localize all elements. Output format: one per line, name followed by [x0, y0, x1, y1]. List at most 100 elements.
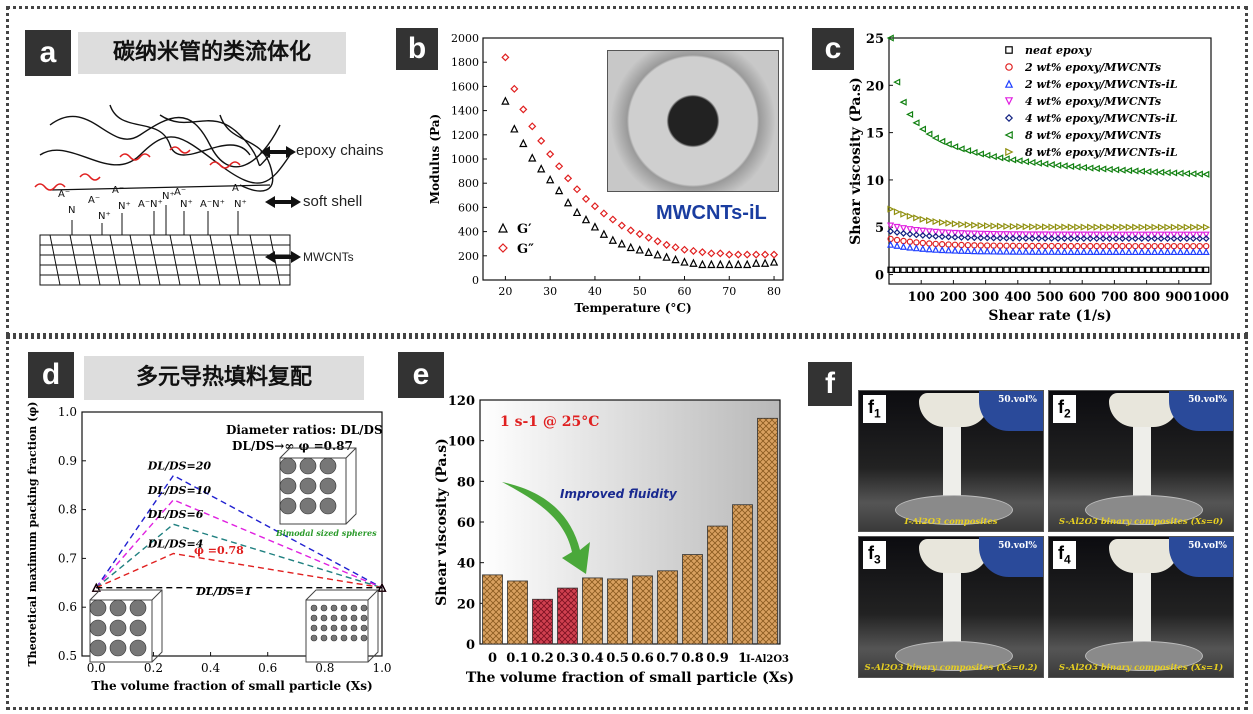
y-tick-label: 0.9 — [58, 454, 77, 468]
svg-text:A⁻: A⁻ — [174, 187, 186, 198]
data-point — [1099, 223, 1108, 231]
data-point — [760, 258, 770, 267]
data-point — [1196, 223, 1204, 231]
data-point — [1035, 234, 1043, 242]
data-point — [932, 228, 940, 236]
data-point — [537, 136, 546, 145]
svg-text:N: N — [68, 205, 75, 216]
data-point — [501, 96, 510, 105]
data-point — [1189, 170, 1197, 178]
data-point — [1202, 247, 1210, 256]
data-point — [1125, 223, 1133, 231]
data-point — [1002, 231, 1011, 239]
plot-frame — [888, 37, 1212, 285]
particle — [350, 604, 358, 612]
cup — [1109, 393, 1179, 427]
photo-label: f3 — [863, 541, 886, 569]
data-point — [932, 266, 939, 274]
svg-text:N⁺: N⁺ — [98, 211, 111, 222]
data-point — [1016, 223, 1024, 231]
particle — [330, 604, 338, 612]
data-point — [912, 231, 920, 239]
x-axis-label: The volume fraction of small particle (X… — [466, 670, 794, 686]
data-point — [1157, 231, 1165, 239]
data-point — [545, 175, 555, 184]
data-point — [919, 266, 927, 274]
data-point — [918, 125, 927, 133]
data-point — [1048, 231, 1056, 239]
data-point — [893, 228, 901, 236]
data-point — [944, 246, 953, 254]
y-tick-label: 400 — [458, 226, 479, 239]
particle — [279, 457, 297, 475]
y-tick-label: 800 — [458, 177, 479, 190]
x-axis-label: The volume fraction of small particle (X… — [91, 679, 372, 693]
data-point — [599, 229, 609, 238]
data-point — [919, 231, 927, 239]
data-point — [983, 247, 991, 255]
y-tick-label: 15 — [866, 127, 884, 142]
data-point — [590, 202, 599, 211]
data-point — [1002, 247, 1011, 255]
data-point — [1157, 168, 1165, 176]
data-point — [1183, 223, 1191, 231]
x-axis-label: Temperature (°C) — [574, 301, 691, 315]
particle — [89, 619, 107, 637]
data-point — [581, 194, 591, 203]
data-point — [555, 162, 564, 171]
data-point — [1183, 231, 1191, 239]
data-point — [1119, 266, 1126, 274]
data-point — [1189, 235, 1197, 243]
data-point — [1073, 235, 1081, 242]
cup — [919, 393, 989, 427]
data-point — [1189, 247, 1197, 256]
data-point — [1144, 231, 1152, 239]
particle — [299, 457, 317, 475]
petri-dish — [895, 641, 1013, 671]
data-point — [1087, 223, 1095, 231]
photo-label-letter: f — [1058, 543, 1064, 563]
photo-caption: S-Al2O3 binary composites (Xs=1) — [1058, 663, 1224, 673]
petri-dish — [1085, 495, 1203, 525]
legend-label: 4 wt% epoxy/MWCNTs — [1025, 95, 1161, 108]
data-point — [752, 250, 761, 259]
data-point — [938, 229, 946, 237]
data-point — [1131, 231, 1139, 239]
y-axis-label: Shear viscosity (Pa.s) — [434, 438, 450, 606]
data-point — [977, 230, 985, 238]
data-point — [1086, 164, 1094, 172]
volume-fraction-label: 50.vol% — [998, 395, 1037, 405]
particle — [360, 624, 368, 632]
data-point — [971, 266, 978, 274]
data-point — [528, 153, 537, 162]
top-frame — [6, 6, 1248, 336]
y-tick-label: 1800 — [451, 56, 479, 69]
data-point — [1041, 247, 1049, 255]
data-point — [1093, 247, 1101, 255]
data-point — [1112, 235, 1120, 243]
particle — [109, 639, 127, 657]
data-point — [1151, 235, 1159, 243]
x-tick-label: 50 — [633, 285, 647, 298]
data-point — [1047, 161, 1055, 169]
data-point — [945, 233, 953, 241]
data-point — [996, 222, 1005, 230]
x-tick-label: 0.4 — [581, 651, 604, 666]
x-tick-label: 1 — [738, 651, 747, 666]
data-point — [996, 247, 1004, 255]
data-point — [707, 259, 716, 269]
pouring-stream — [1133, 565, 1151, 657]
data-point — [1080, 231, 1088, 239]
data-point — [1067, 266, 1075, 274]
panel-a-diagram: A⁻N A⁻N⁺ A⁻N⁺ A⁻ N⁺ N⁺ A⁻N⁺ A⁻N⁺ A⁻N⁺ — [34, 104, 301, 286]
bar — [582, 577, 603, 645]
particle — [129, 639, 147, 657]
panel-d-title: 多元导热填料复配 — [84, 356, 364, 400]
data-point — [1015, 247, 1023, 255]
data-point — [1157, 266, 1165, 274]
x-tick-label: 0 — [488, 651, 497, 666]
y-tick-label: 0.7 — [58, 551, 77, 565]
legend-marker — [498, 243, 508, 253]
data-point — [1190, 223, 1198, 231]
data-point — [1060, 231, 1069, 239]
